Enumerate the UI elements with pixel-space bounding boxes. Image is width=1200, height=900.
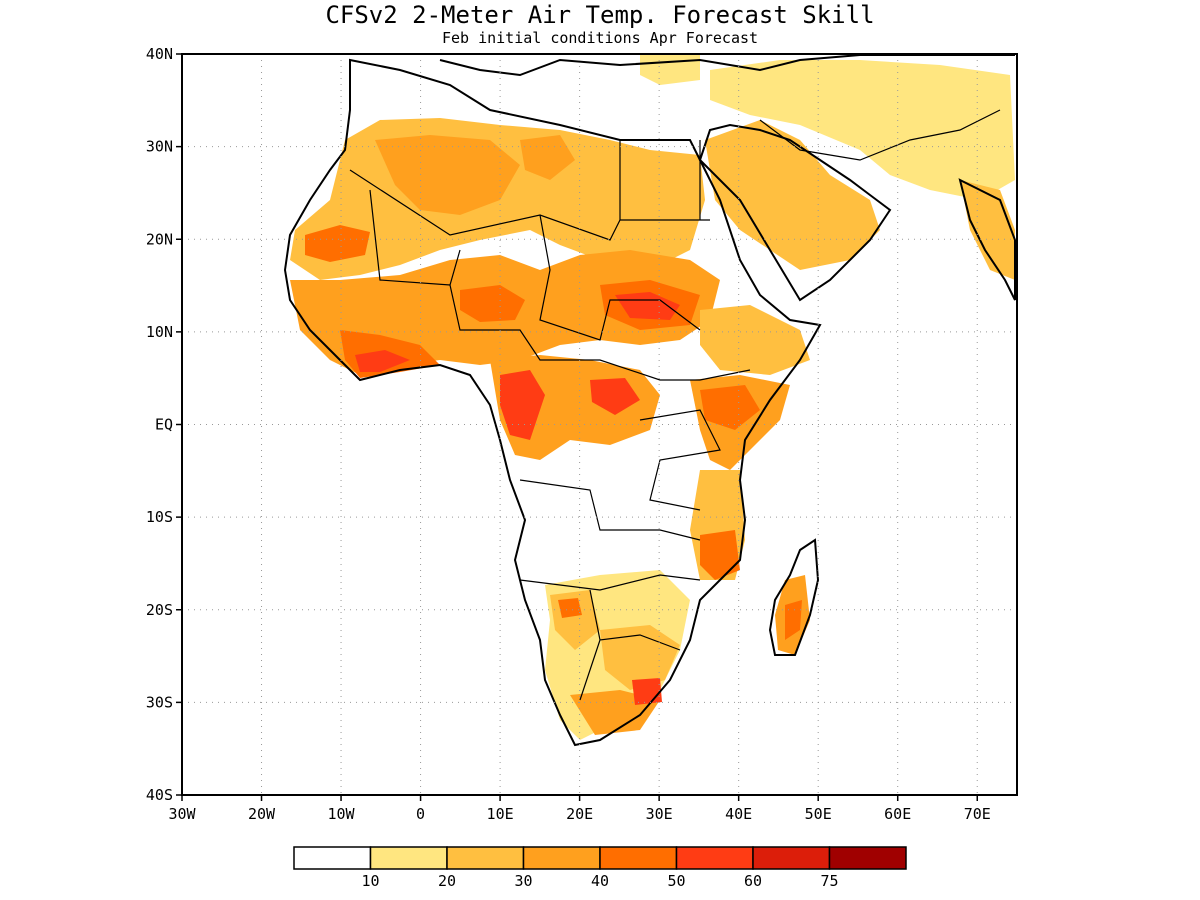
lon-tick-label: 60E — [884, 805, 911, 823]
border-line — [759, 109, 1001, 161]
longitude-axis: 30W 20W 10W 0 10E 20E 30E 40E 50E 60E 70E — [168, 795, 991, 823]
lat-tick-label: 20S — [146, 601, 173, 619]
skill-region-mozambique — [700, 530, 740, 580]
lon-tick-label: 70E — [964, 805, 991, 823]
colorbar-swatch — [752, 846, 831, 870]
skill-region-middle-east — [710, 60, 1015, 200]
colorbar — [293, 846, 907, 870]
page-title: CFSv2 2-Meter Air Temp. Forecast Skill — [325, 1, 874, 29]
lon-tick-label: 10W — [328, 805, 356, 823]
border-line — [519, 479, 701, 591]
lon-tick-label: 40E — [725, 805, 752, 823]
lon-tick-label: 30E — [646, 805, 673, 823]
lat-tick-label: 40N — [146, 45, 173, 63]
colorbar-label: 30 — [514, 872, 532, 890]
skill-region-arabia — [705, 120, 880, 270]
colorbar-label: 75 — [820, 872, 838, 890]
lon-tick-label: 50E — [805, 805, 832, 823]
colorbar-label: 60 — [744, 872, 762, 890]
india-coastline — [958, 178, 1016, 301]
lat-tick-label: 10N — [146, 323, 173, 341]
border-line — [639, 409, 721, 511]
lon-tick-label: 0 — [416, 805, 425, 823]
skill-region-botswana — [600, 625, 680, 690]
border-line — [579, 589, 681, 701]
lon-tick-label: 10E — [487, 805, 514, 823]
colorbar-swatch — [293, 846, 372, 870]
madagascar-coastline — [768, 538, 820, 656]
colorbar-label: 20 — [438, 872, 456, 890]
skill-region-mediterranean — [640, 55, 700, 85]
skill-region-car — [590, 378, 640, 415]
map-area — [283, 54, 1016, 747]
lon-tick-label: 20E — [566, 805, 593, 823]
colorbar-labels: 10 20 30 40 50 60 75 — [361, 872, 838, 890]
border-line — [619, 140, 701, 220]
skill-shading — [290, 55, 1015, 740]
lat-tick-label: EQ — [155, 416, 173, 434]
skill-region-gabon — [500, 370, 545, 440]
lat-tick-label: 30S — [146, 693, 173, 711]
colorbar-swatch — [522, 846, 601, 870]
skill-region-sahara-core — [375, 135, 520, 215]
colorbar-label: 40 — [591, 872, 609, 890]
colorbar-swatch — [828, 846, 907, 870]
skill-region-namibia-peak — [558, 598, 582, 618]
skill-region-kenya — [700, 385, 760, 430]
arabia-coastline — [698, 123, 892, 302]
colorbar-swatch — [599, 846, 678, 870]
border-line — [449, 284, 751, 381]
skill-region-ethiopia — [700, 305, 810, 375]
colorbar-swatch — [369, 846, 448, 870]
skill-region-guinea-peak — [355, 350, 410, 372]
border-line — [369, 189, 461, 286]
skill-region-niger — [460, 285, 525, 322]
lon-tick-label: 20W — [248, 805, 276, 823]
border-line — [539, 214, 701, 341]
skill-region-lesotho — [632, 678, 662, 705]
lat-tick-label: 20N — [146, 230, 173, 248]
skill-region-madagascar-peak — [785, 600, 802, 640]
africa-coastline — [283, 58, 822, 747]
latitude-axis: 40N 30N 20N 10N EQ 10S 20S 30S 40S — [146, 45, 182, 804]
colorbar-label: 10 — [361, 872, 379, 890]
lon-tick-label: 30W — [168, 805, 196, 823]
skill-region-libya — [520, 135, 575, 180]
colorbar-swatch — [675, 846, 754, 870]
lat-tick-label: 40S — [146, 786, 173, 804]
lat-tick-label: 10S — [146, 508, 173, 526]
colorbar-swatch — [446, 846, 525, 870]
page-subtitle: Feb initial conditions Apr Forecast — [442, 29, 758, 47]
skill-region-india — [960, 180, 1015, 280]
country-borders — [349, 109, 1001, 701]
lat-tick-label: 30N — [146, 138, 173, 156]
skill-region-mauritania — [305, 225, 370, 262]
colorbar-label: 50 — [667, 872, 685, 890]
border-line — [349, 169, 710, 241]
skill-region-sahel-peak — [615, 292, 680, 320]
